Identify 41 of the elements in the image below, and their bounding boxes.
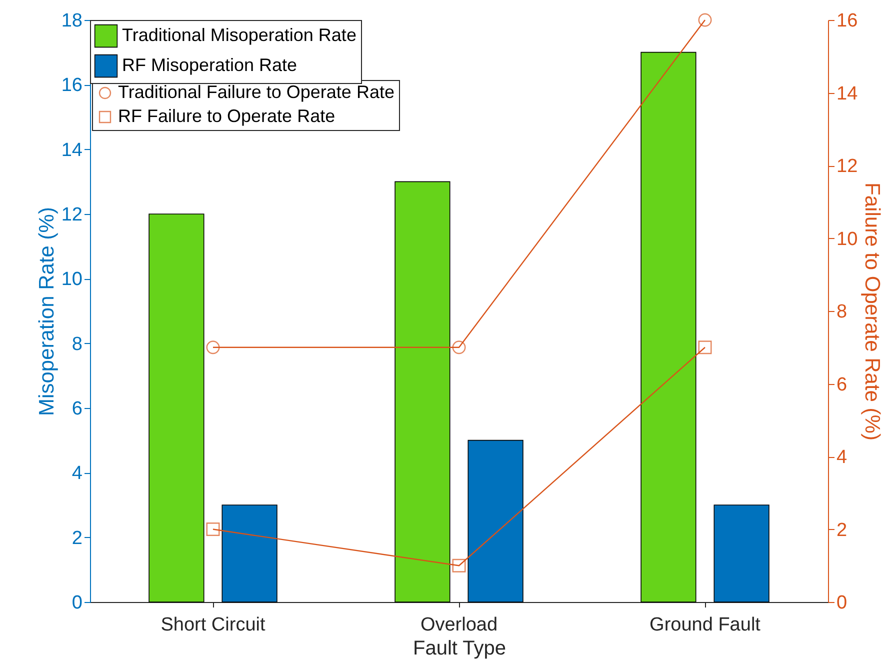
y-tick-label: 8	[72, 334, 82, 355]
y2-tick-label: 2	[836, 520, 848, 541]
point	[452, 340, 466, 354]
bar	[222, 504, 278, 602]
y-tick-label: 12	[61, 204, 82, 226]
y-axis-title: Misoperation Rate (%)	[35, 207, 58, 416]
bar	[394, 181, 450, 602]
y-tick-label: 16	[61, 75, 82, 96]
x-tick-label: Overload	[420, 614, 498, 636]
y-tick-label: 4	[72, 463, 83, 484]
bar	[640, 52, 696, 602]
y2-tick-label: 6	[836, 374, 848, 396]
x-tick-label: Short Circuit	[160, 614, 266, 636]
legend-label: Traditional Failure to Operate Rate	[118, 82, 394, 102]
y-tick-label: 0	[72, 592, 82, 614]
y2-axis-title: Failure to Operate Rate (%)	[860, 182, 884, 440]
bar	[714, 504, 770, 602]
x-tick-label: Ground Fault	[650, 614, 762, 636]
bar	[148, 214, 204, 602]
y2-tick-label: 16	[836, 10, 858, 32]
point	[206, 340, 220, 354]
legend-label: Traditional Misoperation Rate	[122, 25, 356, 45]
y-tick-label: 2	[72, 528, 82, 549]
point	[698, 13, 712, 27]
legend-label: RF Misoperation Rate	[122, 55, 298, 75]
point	[452, 558, 466, 572]
y-tick-label: 6	[72, 398, 82, 420]
bar	[468, 440, 524, 602]
y2-tick-label: 4	[836, 447, 848, 468]
y2-tick-label: 10	[836, 228, 858, 250]
y2-tick-label: 14	[836, 83, 858, 104]
y-tick-label: 10	[61, 269, 82, 290]
point	[698, 340, 712, 354]
point	[206, 522, 220, 536]
y2-tick-label: 8	[836, 302, 848, 322]
y2-tick-label: 12	[836, 156, 858, 177]
y-tick-label: 14	[61, 140, 83, 161]
y-tick-label: 18	[61, 10, 82, 32]
x-axis-title: Fault Type	[412, 638, 506, 660]
legend-label: RF Failure to Operate Rate	[118, 106, 336, 126]
y2-tick-label: 0	[836, 592, 848, 614]
